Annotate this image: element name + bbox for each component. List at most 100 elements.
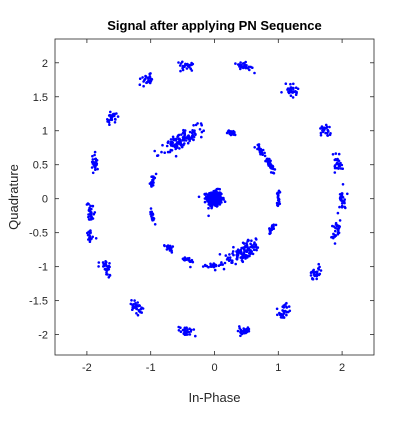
data-point (197, 195, 201, 199)
data-point (234, 262, 237, 266)
data-point (148, 182, 152, 185)
data-point (277, 194, 280, 197)
data-point (209, 191, 213, 194)
data-point (225, 131, 229, 135)
point-cluster (280, 82, 300, 99)
data-point (170, 142, 174, 145)
data-point (236, 248, 240, 251)
data-point (107, 276, 111, 279)
data-point (136, 301, 139, 304)
data-point (255, 248, 258, 252)
data-point (91, 158, 95, 161)
data-point (238, 327, 241, 330)
data-point (230, 261, 233, 264)
data-point (292, 86, 295, 90)
data-point (178, 147, 181, 150)
point-cluster (177, 325, 197, 338)
data-point (142, 84, 145, 88)
data-point (188, 333, 192, 336)
data-point (287, 305, 291, 308)
data-point (276, 196, 280, 199)
data-point (280, 316, 284, 319)
data-point (248, 254, 251, 258)
data-point (149, 207, 153, 210)
data-point (270, 227, 274, 230)
data-point (172, 137, 175, 141)
data-point (135, 312, 138, 315)
data-point (239, 248, 243, 252)
data-point (241, 66, 245, 70)
data-point (340, 204, 344, 208)
data-point (253, 146, 256, 149)
y-axis-label: Quadrature (6, 164, 21, 230)
data-point (223, 261, 227, 265)
data-point (245, 329, 248, 333)
point-cluster (148, 172, 158, 188)
data-point (147, 76, 151, 80)
data-point (88, 206, 91, 210)
data-point (171, 135, 175, 139)
data-point (173, 145, 176, 149)
data-point (249, 65, 252, 69)
data-point (251, 252, 255, 256)
data-point (263, 154, 267, 158)
data-point (229, 130, 233, 133)
point-cluster (85, 202, 97, 221)
data-point (93, 153, 96, 157)
data-point (338, 205, 341, 209)
data-point (169, 138, 173, 141)
data-point (106, 266, 110, 270)
y-tick-label: 0.5 (33, 160, 48, 172)
data-point (116, 115, 120, 118)
data-point (89, 214, 93, 217)
data-point (208, 200, 211, 203)
point-cluster (330, 219, 342, 245)
data-point (177, 61, 180, 64)
data-point (339, 161, 342, 165)
data-point (240, 259, 244, 262)
data-point (177, 140, 181, 144)
data-point (101, 261, 105, 264)
data-point (192, 124, 195, 127)
data-point (228, 258, 232, 262)
data-point (339, 167, 343, 170)
point-cluster (149, 207, 157, 226)
data-point (318, 265, 321, 269)
data-point (192, 135, 196, 139)
data-point (296, 87, 300, 91)
data-point (337, 164, 341, 168)
data-point (222, 267, 226, 271)
data-point (234, 62, 237, 65)
data-point (233, 131, 236, 135)
data-point (163, 244, 166, 247)
data-point (203, 200, 207, 204)
data-point (212, 193, 216, 197)
data-point (334, 229, 337, 233)
data-point (233, 133, 237, 137)
data-point (209, 193, 213, 197)
point-cluster (331, 152, 345, 174)
data-point (338, 193, 342, 196)
data-point (269, 165, 272, 169)
data-point (140, 311, 143, 314)
point-cluster (106, 110, 120, 126)
point-cluster (177, 60, 195, 73)
data-point (180, 145, 184, 149)
data-point (113, 121, 117, 124)
data-point (161, 143, 164, 147)
data-point (194, 132, 197, 136)
data-point (105, 271, 108, 274)
data-point (229, 133, 233, 137)
data-point (181, 139, 184, 142)
data-point (244, 60, 247, 64)
data-point (185, 67, 189, 70)
data-point (192, 138, 195, 141)
data-points (85, 60, 349, 338)
data-point (243, 63, 247, 67)
point-cluster (268, 223, 278, 236)
data-point (217, 192, 220, 196)
data-point (214, 189, 217, 192)
data-point (282, 316, 286, 319)
y-tick-label: -1.5 (29, 296, 48, 308)
